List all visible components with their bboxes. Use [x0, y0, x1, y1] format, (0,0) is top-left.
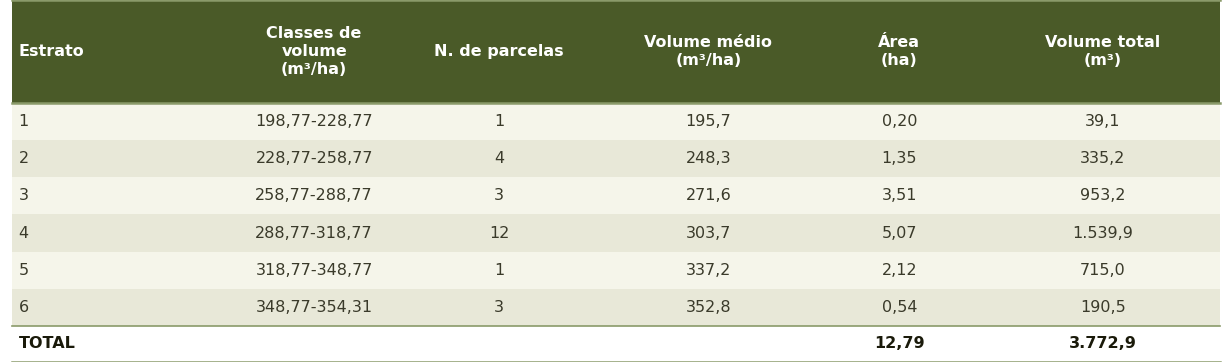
Text: 2: 2	[18, 151, 28, 166]
Bar	[12, 214, 1220, 252]
Text: 198,77-228,77: 198,77-228,77	[255, 114, 373, 129]
Text: 3: 3	[494, 189, 504, 203]
Bar	[12, 0, 1220, 103]
Text: 2,12: 2,12	[882, 263, 917, 278]
Text: 12: 12	[489, 226, 509, 240]
Text: TOTAL: TOTAL	[18, 336, 75, 352]
Text: Volume total
(m³): Volume total (m³)	[1045, 35, 1161, 68]
Text: 4: 4	[494, 151, 504, 166]
Text: 0,20: 0,20	[882, 114, 917, 129]
Text: 248,3: 248,3	[685, 151, 732, 166]
Text: 12,79: 12,79	[873, 336, 925, 352]
Bar	[12, 326, 1220, 362]
Text: 1: 1	[494, 114, 504, 129]
Text: 1,35: 1,35	[882, 151, 917, 166]
Text: 271,6: 271,6	[685, 189, 732, 203]
Text: 5,07: 5,07	[882, 226, 917, 240]
Text: 1: 1	[18, 114, 28, 129]
Text: 228,77-258,77: 228,77-258,77	[255, 151, 373, 166]
Text: 3: 3	[494, 300, 504, 315]
Text: 1: 1	[494, 263, 504, 278]
Bar	[12, 289, 1220, 326]
Bar	[12, 177, 1220, 214]
Text: Volume médio
(m³/ha): Volume médio (m³/ha)	[644, 35, 772, 68]
Text: 303,7: 303,7	[686, 226, 731, 240]
Text: N. de parcelas: N. de parcelas	[434, 44, 564, 59]
Text: 3,51: 3,51	[882, 189, 917, 203]
Text: 4: 4	[18, 226, 28, 240]
Text: 288,77-318,77: 288,77-318,77	[255, 226, 373, 240]
Text: 6: 6	[18, 300, 28, 315]
Text: 335,2: 335,2	[1080, 151, 1125, 166]
Text: 39,1: 39,1	[1085, 114, 1120, 129]
Text: 258,77-288,77: 258,77-288,77	[255, 189, 373, 203]
Text: 0,54: 0,54	[882, 300, 917, 315]
Text: Área
(ha): Área (ha)	[878, 35, 920, 68]
Text: 195,7: 195,7	[685, 114, 732, 129]
Text: 337,2: 337,2	[686, 263, 731, 278]
Text: 1.539,9: 1.539,9	[1072, 226, 1133, 240]
Bar	[12, 103, 1220, 140]
Text: 352,8: 352,8	[685, 300, 732, 315]
Text: 348,77-354,31: 348,77-354,31	[255, 300, 373, 315]
Bar	[12, 140, 1220, 177]
Text: Estrato: Estrato	[18, 44, 84, 59]
Text: 953,2: 953,2	[1080, 189, 1125, 203]
Text: 3.772,9: 3.772,9	[1068, 336, 1137, 352]
Text: 190,5: 190,5	[1079, 300, 1126, 315]
Text: 5: 5	[18, 263, 28, 278]
Text: 318,77-348,77: 318,77-348,77	[255, 263, 373, 278]
Text: Classes de
volume
(m³/ha): Classes de volume (m³/ha)	[266, 26, 362, 77]
Bar	[12, 252, 1220, 289]
Text: 3: 3	[18, 189, 28, 203]
Text: 715,0: 715,0	[1079, 263, 1126, 278]
